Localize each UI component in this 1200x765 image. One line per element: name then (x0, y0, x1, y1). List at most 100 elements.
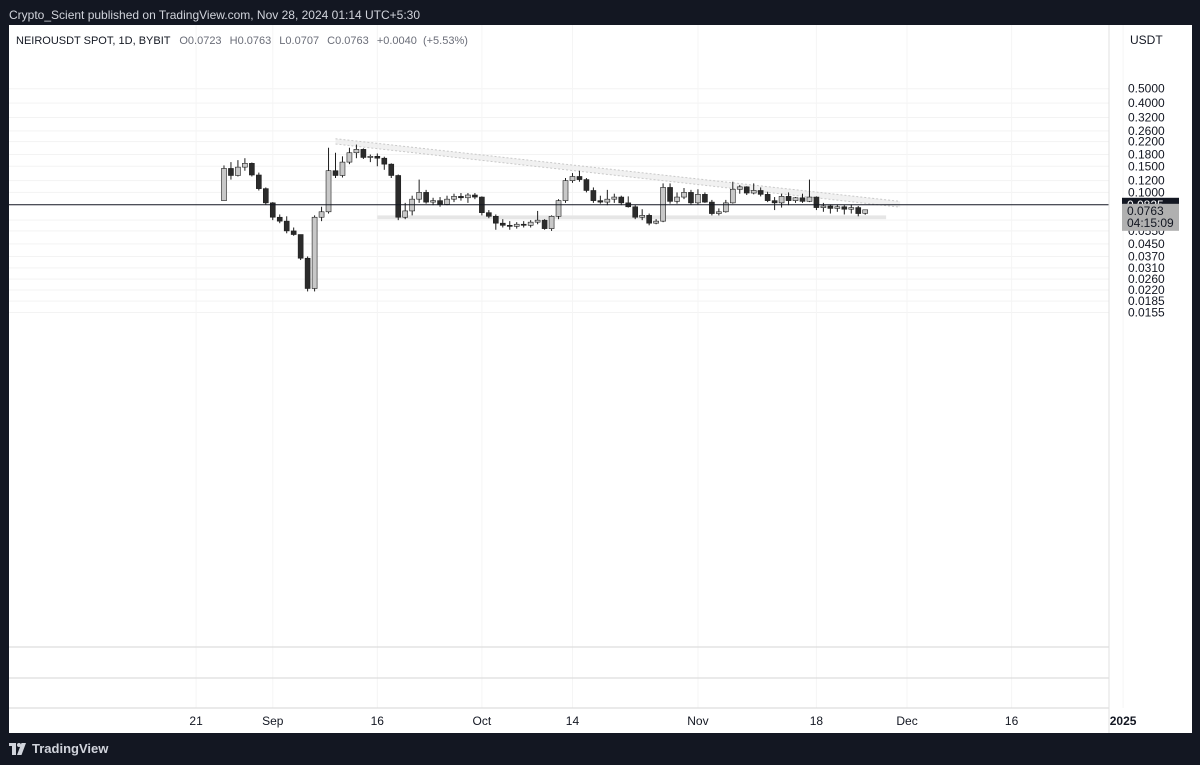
candle-body (590, 190, 597, 201)
bearish-candle (423, 189, 429, 204)
bearish-candle (764, 191, 771, 203)
price-tick-label: 0.4000 (1128, 96, 1165, 110)
bearish-candle (625, 196, 632, 208)
bullish-candle (806, 179, 813, 203)
bullish-candle (604, 189, 611, 206)
interval-label: 1D (119, 35, 133, 47)
candle-body (604, 198, 611, 203)
price-tick-label: 0.0260 (1128, 272, 1165, 286)
candles (221, 144, 869, 292)
bullish-candle (465, 193, 471, 203)
time-tick-label: Nov (687, 714, 708, 728)
bearish-candle (646, 213, 652, 226)
candle-body (339, 161, 346, 176)
bullish-candle (750, 183, 757, 195)
exchange-label: BYBIT (139, 35, 171, 47)
trendline-upper (335, 138, 901, 202)
candle-body (451, 196, 457, 200)
time-tick-label: 21 (189, 714, 203, 728)
bearish-candle (499, 219, 506, 228)
time-tick-label: 2025 (1110, 714, 1137, 728)
bullish-candle (562, 178, 569, 203)
bearish-candle (506, 221, 513, 230)
bearish-candle (493, 214, 499, 230)
candle-body (841, 206, 848, 210)
current-price-label: 0.0763 (1127, 204, 1164, 218)
candle-body (318, 211, 325, 218)
candle-body (667, 187, 673, 202)
candle-body (388, 163, 395, 176)
candle-body (458, 196, 464, 199)
time-axis-ticks: 21 Sep 16 Oct 14 Nov 18 Dec 16 2025 (189, 714, 1136, 728)
candle-body (806, 196, 813, 202)
candle-body (785, 196, 792, 201)
bearish-candle (297, 234, 304, 261)
candle-body (576, 176, 583, 180)
bearish-candle (618, 195, 625, 206)
candle-body (332, 170, 339, 176)
candle-body (263, 188, 269, 204)
candle-body (743, 186, 750, 194)
price-tick-label: 0.0155 (1128, 306, 1165, 320)
candle-body (799, 197, 806, 202)
time-tick-label: 16 (371, 714, 385, 728)
bearish-candle (479, 196, 485, 216)
ohlc-change-pct: (+5.53%) (423, 35, 468, 47)
drawing-zones (335, 138, 901, 220)
candle-body (771, 200, 778, 204)
bearish-candle (360, 148, 367, 159)
candle-body (444, 198, 450, 205)
price-tick-label: 0.1200 (1128, 174, 1165, 188)
candle-body (583, 179, 590, 191)
bearish-candle (332, 152, 339, 179)
bullish-candle (416, 179, 422, 203)
candle-body (541, 219, 548, 229)
symbol-label: NEIROUSDT SPOT (16, 35, 114, 47)
bearish-candle (249, 162, 255, 177)
candle-body (242, 163, 248, 168)
candle-body (792, 197, 799, 201)
price-tick-label: 0.2200 (1128, 135, 1165, 149)
candle-body (249, 163, 255, 176)
bearish-candle (702, 192, 708, 203)
candle-body (709, 201, 715, 214)
chart-canvas[interactable]: NEIROUSDT SPOT, 1D, BYBIT O0.0723 H0.076… (9, 25, 1192, 733)
bullish-candle (548, 215, 555, 231)
time-tick-label: 18 (810, 714, 824, 728)
bullish-candle (444, 195, 450, 206)
candle-body (520, 223, 527, 226)
tradingview-logo[interactable]: TradingView (9, 741, 108, 756)
candle-body (750, 190, 757, 194)
currency-label: USDT (1130, 33, 1163, 47)
bullish-candle (716, 208, 722, 216)
candle-body (848, 207, 855, 210)
bearish-candle (486, 210, 492, 219)
price-tick-label: 0.1000 (1128, 185, 1165, 199)
bearish-candle (771, 197, 778, 211)
bearish-candle (520, 221, 527, 228)
ohlc-low: 0.0707 (285, 35, 319, 47)
support-zone (377, 215, 887, 220)
price-tick-label: 0.5000 (1128, 82, 1165, 96)
candle-body (256, 174, 262, 189)
bearish-candle (799, 193, 806, 203)
bearish-candle (228, 162, 234, 180)
ohlc-close: 0.0763 (335, 35, 369, 47)
bullish-candle (430, 197, 436, 206)
bullish-candle (674, 192, 680, 204)
candle-body (221, 168, 227, 201)
bullish-candle (778, 193, 785, 208)
candle-body (534, 219, 541, 223)
candle-body (757, 190, 764, 195)
candle-body (562, 180, 569, 201)
candle-body (367, 156, 374, 158)
current-price-tag: 0.0763 04:15:09 (1122, 203, 1179, 231)
price-tick-label: 0.1800 (1128, 148, 1165, 162)
price-tick-label: 0.1500 (1128, 159, 1165, 173)
candle-body (778, 196, 785, 204)
candle-body (465, 194, 471, 199)
time-tick-label: 14 (566, 714, 580, 728)
chart-panel[interactable]: NEIROUSDT SPOT, 1D, BYBIT O0.0723 H0.076… (9, 25, 1192, 733)
bearish-candle (827, 204, 834, 214)
bearish-candle (263, 187, 269, 205)
